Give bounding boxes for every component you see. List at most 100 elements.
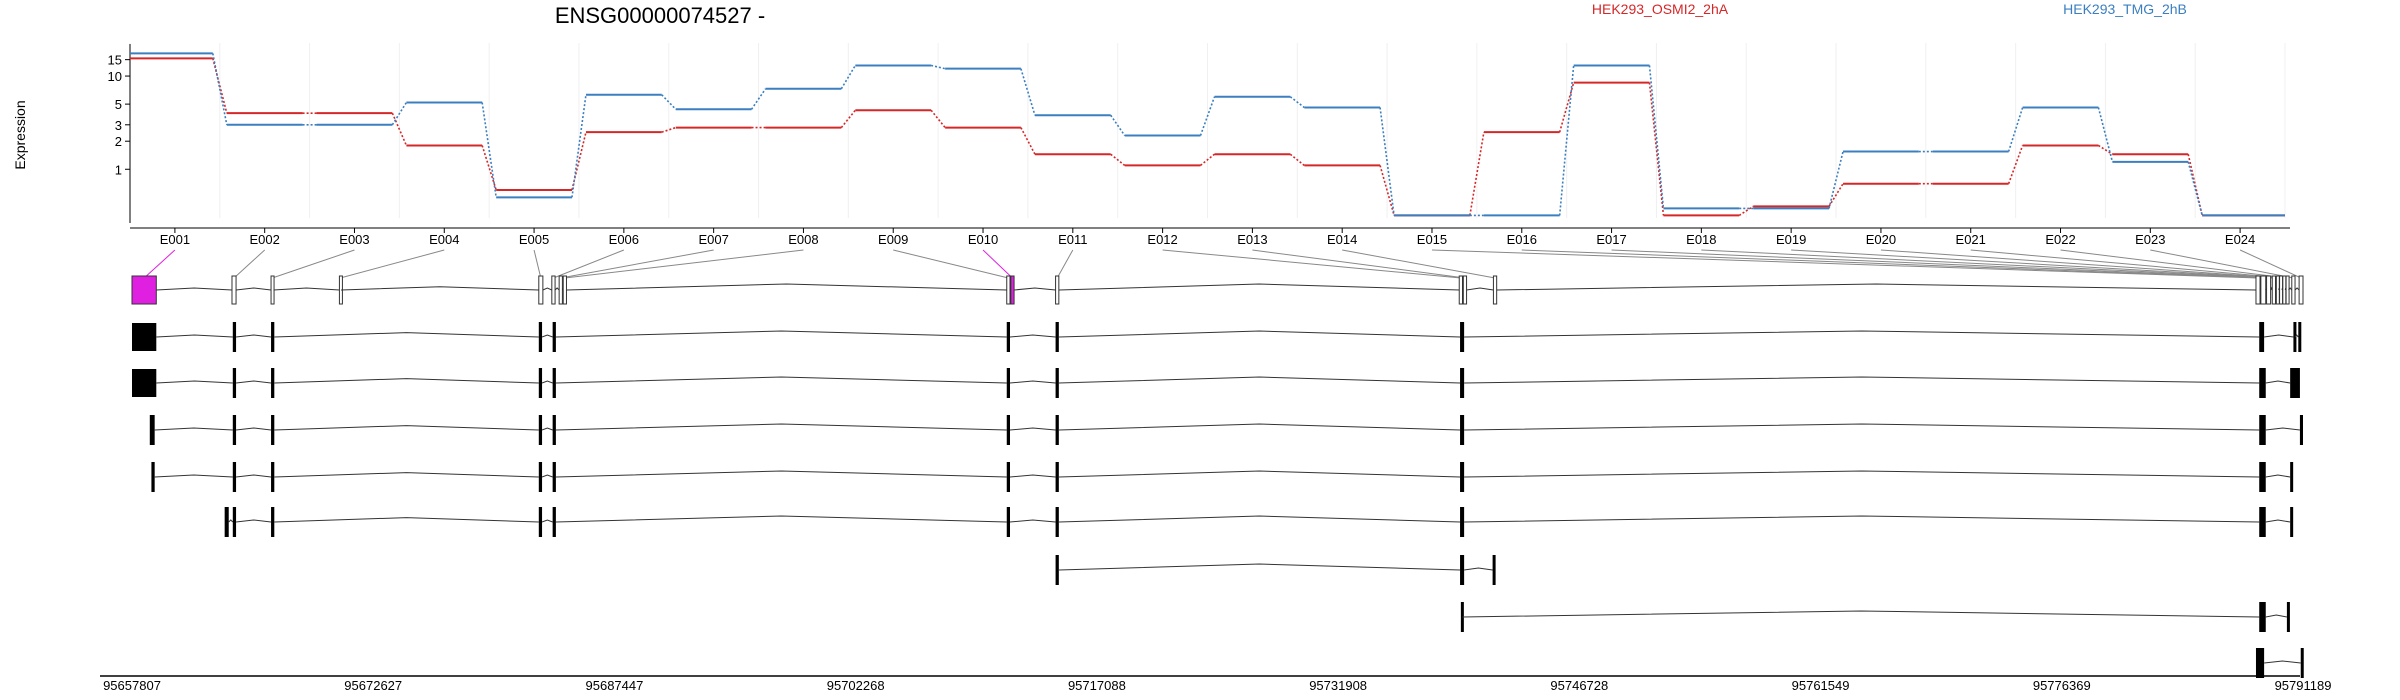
exon-connector-E013 <box>1252 249 1466 279</box>
isoform-2-exon <box>552 368 556 398</box>
intron-line <box>235 474 272 478</box>
exon-label-E005: E005 <box>519 232 549 247</box>
series-1-connector <box>212 53 228 125</box>
series-1-connector <box>2097 107 2114 163</box>
intron-line <box>274 517 539 523</box>
intron-line <box>1009 334 1056 338</box>
isoform-6-exon <box>1492 555 1496 585</box>
intron-line <box>235 519 272 523</box>
isoform-5-exon <box>232 507 237 537</box>
series-1-connector <box>1110 114 1126 137</box>
isoform-2-exon <box>271 368 275 398</box>
intron-line <box>541 334 553 338</box>
isoform-1-exon <box>1055 322 1059 352</box>
intron-line <box>274 425 539 431</box>
series-0-connector <box>1738 205 1754 217</box>
coordinate-axis: 95657807 95672627 95687447 95702268 95717088… <box>100 675 2331 693</box>
isoform-3-exon <box>271 415 275 445</box>
intron-line <box>555 423 1007 431</box>
exon-connector-E010 <box>982 249 1013 279</box>
isoform-5-exon <box>552 507 556 537</box>
isoform-1-exon <box>538 322 543 352</box>
isoform-4 <box>151 462 2294 492</box>
exon-label-layer: E001 E002 E003 E004 E005 E006 E007 E008 E009 E010… <box>160 228 2255 247</box>
intron-line <box>235 427 272 431</box>
y-tick-label: 5 <box>115 97 122 112</box>
intron-line <box>156 334 233 338</box>
isoform-3-exon <box>232 415 237 445</box>
grid-layer <box>129 43 2286 218</box>
collapsed-exon-E001 <box>131 275 157 305</box>
intron-line <box>1058 330 1461 338</box>
coordinate-label: 95731908 <box>1309 678 1367 693</box>
isoform-1-exon <box>271 322 275 352</box>
exon-label-E016: E016 <box>1507 232 1537 247</box>
isoform-1-exon <box>2298 322 2302 352</box>
exon-label-E010: E010 <box>968 232 998 247</box>
isoform-5-exon <box>1006 507 1011 537</box>
exon-label-E007: E007 <box>698 232 728 247</box>
isoform-4-exon <box>1055 462 1059 492</box>
isoform-6-exon <box>1460 555 1465 585</box>
legend-entry-osmi2: HEK293_OSMI2_2hA <box>1592 1 1729 17</box>
collapsed-exon-E024 <box>2298 275 2304 305</box>
collapsed-exon-E008 <box>562 275 567 305</box>
intron-line <box>1466 287 1494 291</box>
isoform-2-exon <box>1055 368 1059 398</box>
exon-label-E018: E018 <box>1686 232 1716 247</box>
intron-line <box>554 287 560 291</box>
intron-line <box>541 474 553 478</box>
isoform-5-exon <box>2259 507 2266 537</box>
chart-title: ENSG00000074527 - <box>555 3 765 28</box>
intron-line <box>1058 470 1461 478</box>
collapsed-exon-E006 <box>551 275 556 305</box>
series-1 <box>130 52 2285 217</box>
intron-line <box>341 286 539 291</box>
intron-line <box>228 519 234 523</box>
intron-line <box>1464 423 2260 431</box>
legend-entry-tmg: HEK293_TMG_2hB <box>2063 1 2187 17</box>
isoform-6-exon <box>1055 555 1059 585</box>
isoform-8 <box>2255 648 2304 678</box>
exon-connector-E022 <box>2060 249 2288 279</box>
intron-line <box>1058 423 1461 431</box>
isoform-4-exon <box>1006 462 1011 492</box>
series-1-connector <box>840 65 857 90</box>
intron-line <box>235 334 272 338</box>
intron-line <box>154 427 233 431</box>
exon-label-E024: E024 <box>2225 232 2255 247</box>
collapsed-exon-E010 <box>1010 275 1015 305</box>
collapsed-exon-E011 <box>1055 275 1060 305</box>
isoform-1-exon <box>552 322 556 352</box>
y-tick-label: 1 <box>115 162 122 177</box>
isoform-1-exon <box>2293 322 2297 352</box>
exon-label-E006: E006 <box>609 232 639 247</box>
intron-line <box>1496 283 2256 291</box>
isoform-3-exon <box>1006 415 1011 445</box>
connector-layer <box>143 249 2302 279</box>
y-tick-label: 10 <box>108 69 122 84</box>
exon-label-E008: E008 <box>788 232 818 247</box>
exon-label-E021: E021 <box>1956 232 1986 247</box>
isoform-3 <box>149 415 2303 445</box>
series-1-connector <box>1828 151 1844 209</box>
isoform-2-exon <box>538 368 543 398</box>
intron-line <box>541 380 553 384</box>
series-1-connector <box>1289 96 1305 109</box>
isoform-1-exon <box>1006 322 1011 352</box>
exon-connector-E003 <box>272 249 355 279</box>
exon-label-E002: E002 <box>250 232 280 247</box>
exon-label-E003: E003 <box>339 232 369 247</box>
isoform-5 <box>224 507 2294 537</box>
isoform-7-exon <box>1460 602 1464 632</box>
isoform-2-exon <box>132 369 157 397</box>
intron-line <box>1009 380 1056 384</box>
isoform-7-exon <box>2286 602 2290 632</box>
intron-line <box>273 287 340 291</box>
series-0-connector <box>1379 165 1395 216</box>
exon-connector-E004 <box>340 249 445 279</box>
exon-connector-E015 <box>1431 249 2259 279</box>
isoform-5-exon <box>2290 507 2294 537</box>
intron-line <box>542 287 553 291</box>
